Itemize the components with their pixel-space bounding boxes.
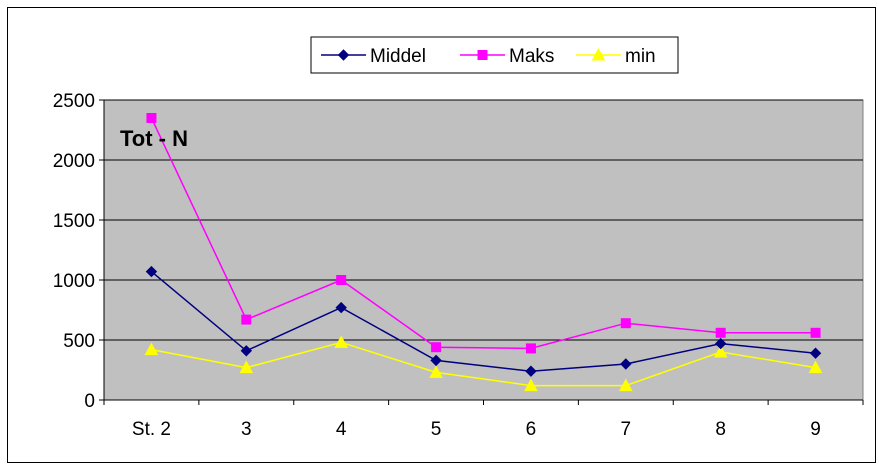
line-chart: 0 500 1000 1500 2000 2500 St. 2 3 4 5 6 7 8 9 Tot - N… bbox=[53, 36, 864, 440]
point-min bbox=[144, 342, 159, 356]
point-maks bbox=[431, 342, 442, 353]
legend-item-min: min bbox=[576, 46, 656, 67]
plot-background bbox=[103, 99, 864, 401]
point-maks bbox=[146, 113, 157, 123]
legend-label-middel: Middel bbox=[370, 46, 426, 67]
point-min bbox=[239, 360, 254, 374]
axes: 0 500 1000 1500 2000 2500 St. 2 3 4 5 6 7 8 9 bbox=[53, 91, 864, 440]
x-tick-label: 8 bbox=[715, 419, 726, 440]
chart-frame: 0 500 1000 1500 2000 2500 St. 2 3 4 5 6 7 8 9 Tot - N… bbox=[7, 7, 876, 463]
point-maks bbox=[336, 275, 347, 285]
point-maks bbox=[525, 343, 536, 354]
x-tick-label: St. 2 bbox=[132, 419, 171, 440]
point-middel bbox=[714, 337, 727, 350]
point-middel bbox=[620, 358, 632, 370]
y-tick-label: 1000 bbox=[53, 271, 95, 292]
legend-item-middel: Middel bbox=[321, 46, 426, 67]
point-min bbox=[524, 378, 538, 392]
point-middel bbox=[145, 265, 158, 278]
point-middel bbox=[809, 347, 822, 359]
series-line-middel bbox=[150, 271, 816, 372]
point-middel bbox=[335, 301, 347, 314]
point-min bbox=[713, 344, 728, 358]
legend-label-min: min bbox=[625, 46, 656, 67]
series-line-min bbox=[151, 341, 816, 387]
series-middel bbox=[145, 265, 822, 377]
point-middel bbox=[430, 354, 442, 367]
legend-marker-middel bbox=[337, 49, 350, 61]
y-tick-label: 500 bbox=[63, 331, 95, 352]
y-tick-label: 2500 bbox=[53, 91, 95, 112]
y-tick-label: 0 bbox=[84, 391, 95, 412]
legend-marker-maks bbox=[477, 50, 488, 60]
plot-area bbox=[103, 99, 864, 401]
legend-marker-min bbox=[591, 47, 606, 61]
series-layer bbox=[144, 113, 823, 392]
x-tick-label: 3 bbox=[241, 419, 252, 440]
point-min bbox=[618, 378, 633, 392]
x-tick-label: 7 bbox=[621, 419, 632, 440]
y-tick-label: 2000 bbox=[53, 151, 95, 172]
x-tick-label: 5 bbox=[431, 419, 442, 440]
point-maks bbox=[715, 327, 726, 338]
series-line-maks bbox=[150, 117, 816, 350]
chart-title: Tot - N bbox=[120, 126, 188, 151]
legend-label-maks: Maks bbox=[509, 46, 554, 67]
legend: Middel Maks min bbox=[310, 36, 679, 74]
legend-item-maks: Maks bbox=[460, 46, 554, 67]
point-maks bbox=[620, 318, 631, 329]
point-min bbox=[429, 365, 443, 378]
point-maks bbox=[810, 327, 821, 338]
point-min bbox=[808, 360, 823, 374]
x-tick-label: 9 bbox=[810, 419, 821, 440]
x-tick-label: 6 bbox=[526, 419, 537, 440]
point-maks bbox=[241, 314, 252, 325]
series-min bbox=[144, 335, 823, 392]
y-tick-label: 1500 bbox=[53, 211, 95, 232]
point-middel bbox=[240, 345, 253, 357]
point-middel bbox=[525, 365, 537, 377]
x-tick-label: 4 bbox=[336, 419, 347, 440]
series-maks bbox=[146, 113, 821, 354]
gridlines bbox=[104, 99, 863, 341]
point-min bbox=[334, 335, 349, 348]
